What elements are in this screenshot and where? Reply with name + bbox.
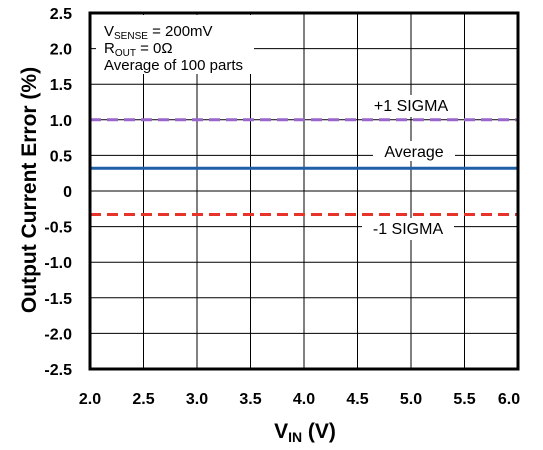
condition-rout: ROUT = 0Ω xyxy=(104,40,173,59)
conditions-bg xyxy=(96,15,254,74)
x-tick-label-4: 4.0 xyxy=(293,391,315,408)
condition-average-parts: Average of 100 parts xyxy=(104,57,243,74)
series-label-bg-average xyxy=(373,141,455,161)
y-tick-label-5: 0 xyxy=(63,184,72,201)
x-tick-label-0: 2.0 xyxy=(79,391,101,408)
x-axis-label: VIN (V) xyxy=(274,420,336,445)
x-tick-label-8: 6.0 xyxy=(498,391,520,408)
x-tick-label-3: 3.5 xyxy=(239,391,261,408)
series-label-bg-plus-sigma xyxy=(363,95,459,117)
series-label-plus-sigma: +1 SIGMA xyxy=(374,98,449,115)
y-tick-label-1: 2.0 xyxy=(50,42,72,59)
series-lines xyxy=(90,118,518,216)
conditions-annotation: VSENSE = 200mV ROUT = 0Ω Average of 100 … xyxy=(96,15,254,74)
y-tick-label-0: 2.5 xyxy=(50,6,72,23)
x-tick-label-5: 4.5 xyxy=(346,391,368,408)
y-tick-label-9: -2.0 xyxy=(44,326,72,343)
series-label-bg-minus-sigma xyxy=(362,218,454,240)
y-tick-label-4: 0.5 xyxy=(50,148,72,165)
y-axis-label: Output Current Error (%) xyxy=(18,67,41,313)
series-labels: +1 SIGMA Average -1 SIGMA xyxy=(362,95,459,240)
condition-vsense: VSENSE = 200mV xyxy=(104,23,213,42)
x-tick-labels: 2.0 2.5 3.0 3.5 4.0 4.5 5.0 5.5 6.0 xyxy=(79,391,520,408)
x-tick-label-7: 5.5 xyxy=(453,391,475,408)
x-tick-label-2: 3.0 xyxy=(186,391,208,408)
y-tick-labels: 2.5 2.0 1.5 1.0 0.5 0 -0.5 -1.0 -1.5 -2.0 -2.5 xyxy=(44,6,72,379)
y-tick-label-10: -2.5 xyxy=(44,362,72,379)
y-tick-label-8: -1.5 xyxy=(44,291,72,308)
y-tick-label-3: 1.0 xyxy=(50,113,72,130)
y-tick-label-6: -0.5 xyxy=(44,220,72,237)
series-label-minus-sigma: -1 SIGMA xyxy=(373,221,444,238)
y-tick-label-7: -1.0 xyxy=(44,255,72,272)
x-tick-label-6: 5.0 xyxy=(400,391,422,408)
series-label-average: Average xyxy=(384,144,443,161)
plot-frame xyxy=(88,11,520,371)
y-tick-label-2: 1.5 xyxy=(50,77,72,94)
x-tick-label-1: 2.5 xyxy=(132,391,154,408)
